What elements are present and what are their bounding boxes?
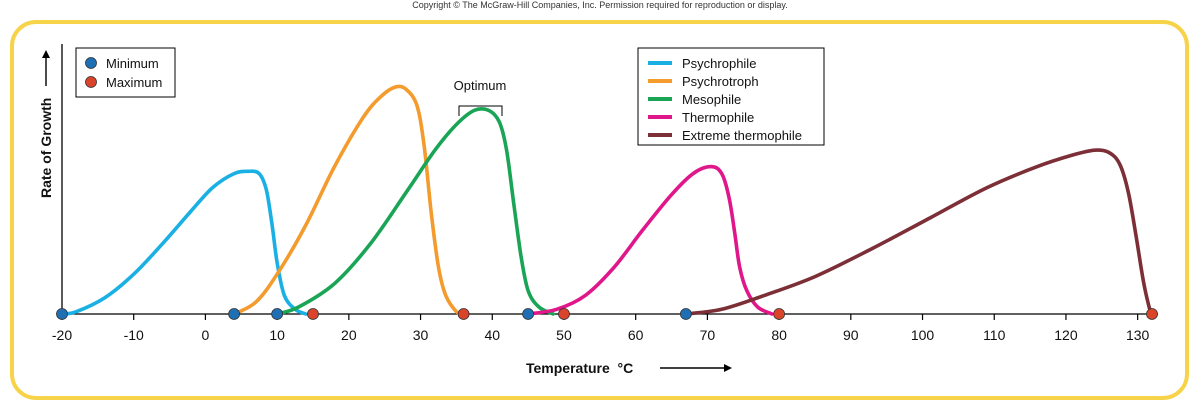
x-axis-title: Temperature °C bbox=[526, 360, 732, 376]
x-tick-label: -20 bbox=[52, 327, 72, 343]
x-tick-label: 100 bbox=[911, 327, 935, 343]
chart-frame bbox=[10, 20, 1189, 400]
maximum-dot-icon bbox=[85, 76, 97, 88]
legend-label: Psychrotroph bbox=[682, 74, 759, 89]
legend-label: Psychrophile bbox=[682, 56, 756, 71]
curve-mesophile bbox=[275, 107, 555, 316]
min-max-points bbox=[56, 308, 1158, 320]
growth-curves bbox=[60, 84, 1154, 316]
x-tick-label: 80 bbox=[771, 327, 787, 343]
x-tick-label: 10 bbox=[269, 327, 285, 343]
minimum-dot-icon bbox=[85, 57, 97, 69]
minimum-label: Minimum bbox=[106, 56, 159, 71]
curve-psychrotroph bbox=[232, 84, 466, 316]
x-tick-label: 0 bbox=[202, 327, 210, 343]
x-axis-arrow-head bbox=[724, 364, 732, 372]
optimum-bracket bbox=[458, 105, 503, 116]
y-axis-label: Rate of Growth bbox=[38, 98, 54, 198]
y-axis-title: Rate of Growth bbox=[38, 50, 54, 198]
min-max-legend-box bbox=[75, 47, 176, 98]
axes bbox=[61, 44, 1158, 315]
curve-thermophile bbox=[526, 164, 774, 316]
x-tick-label: 120 bbox=[1054, 327, 1078, 343]
maximum-point bbox=[307, 308, 319, 320]
legend-label: Thermophile bbox=[682, 110, 754, 125]
maximum-point bbox=[773, 308, 786, 320]
series-legend: Psychrophile Psychrotroph Mesophile Thermop… bbox=[637, 47, 825, 146]
minimum-point bbox=[679, 308, 692, 320]
optimum-annotation: Optimum bbox=[454, 78, 507, 116]
minimum-point bbox=[56, 308, 68, 320]
legend-label: Mesophile bbox=[682, 92, 741, 107]
x-tick-label: -10 bbox=[124, 327, 144, 343]
curve-extreme-thermophile bbox=[684, 148, 1154, 316]
x-ticks: -20 -10 0 10 20 30 40 50 60 70 80 90 100 110 120 130 bbox=[52, 314, 1150, 343]
minimum-point bbox=[522, 308, 535, 320]
y-axis-arrow-head bbox=[42, 50, 50, 58]
x-tick-label: 130 bbox=[1126, 327, 1150, 343]
maximum-point bbox=[1146, 308, 1158, 320]
x-tick-label: 30 bbox=[413, 327, 429, 343]
curve-psychrophile bbox=[60, 169, 308, 316]
optimum-label: Optimum bbox=[454, 78, 507, 93]
maximum-label: Maximum bbox=[106, 75, 162, 90]
copyright-notice: Copyright © The McGraw-Hill Companies, I… bbox=[412, 0, 788, 10]
minimum-point bbox=[228, 308, 241, 320]
maximum-point bbox=[558, 308, 570, 320]
x-tick-label: 90 bbox=[843, 327, 859, 343]
x-tick-label: 60 bbox=[628, 327, 644, 343]
min-max-legend: Minimum Maximum bbox=[75, 47, 176, 98]
x-axis-label: Temperature °C bbox=[526, 360, 633, 376]
x-tick-label: 40 bbox=[484, 327, 500, 343]
legend-label: Extreme thermophile bbox=[682, 128, 802, 143]
x-tick-label: 70 bbox=[700, 327, 716, 343]
x-tick-label: 110 bbox=[983, 327, 1006, 343]
minimum-point bbox=[271, 308, 284, 320]
maximum-point bbox=[457, 308, 470, 320]
x-tick-label: 50 bbox=[556, 327, 572, 343]
x-tick-label: 20 bbox=[341, 327, 357, 343]
